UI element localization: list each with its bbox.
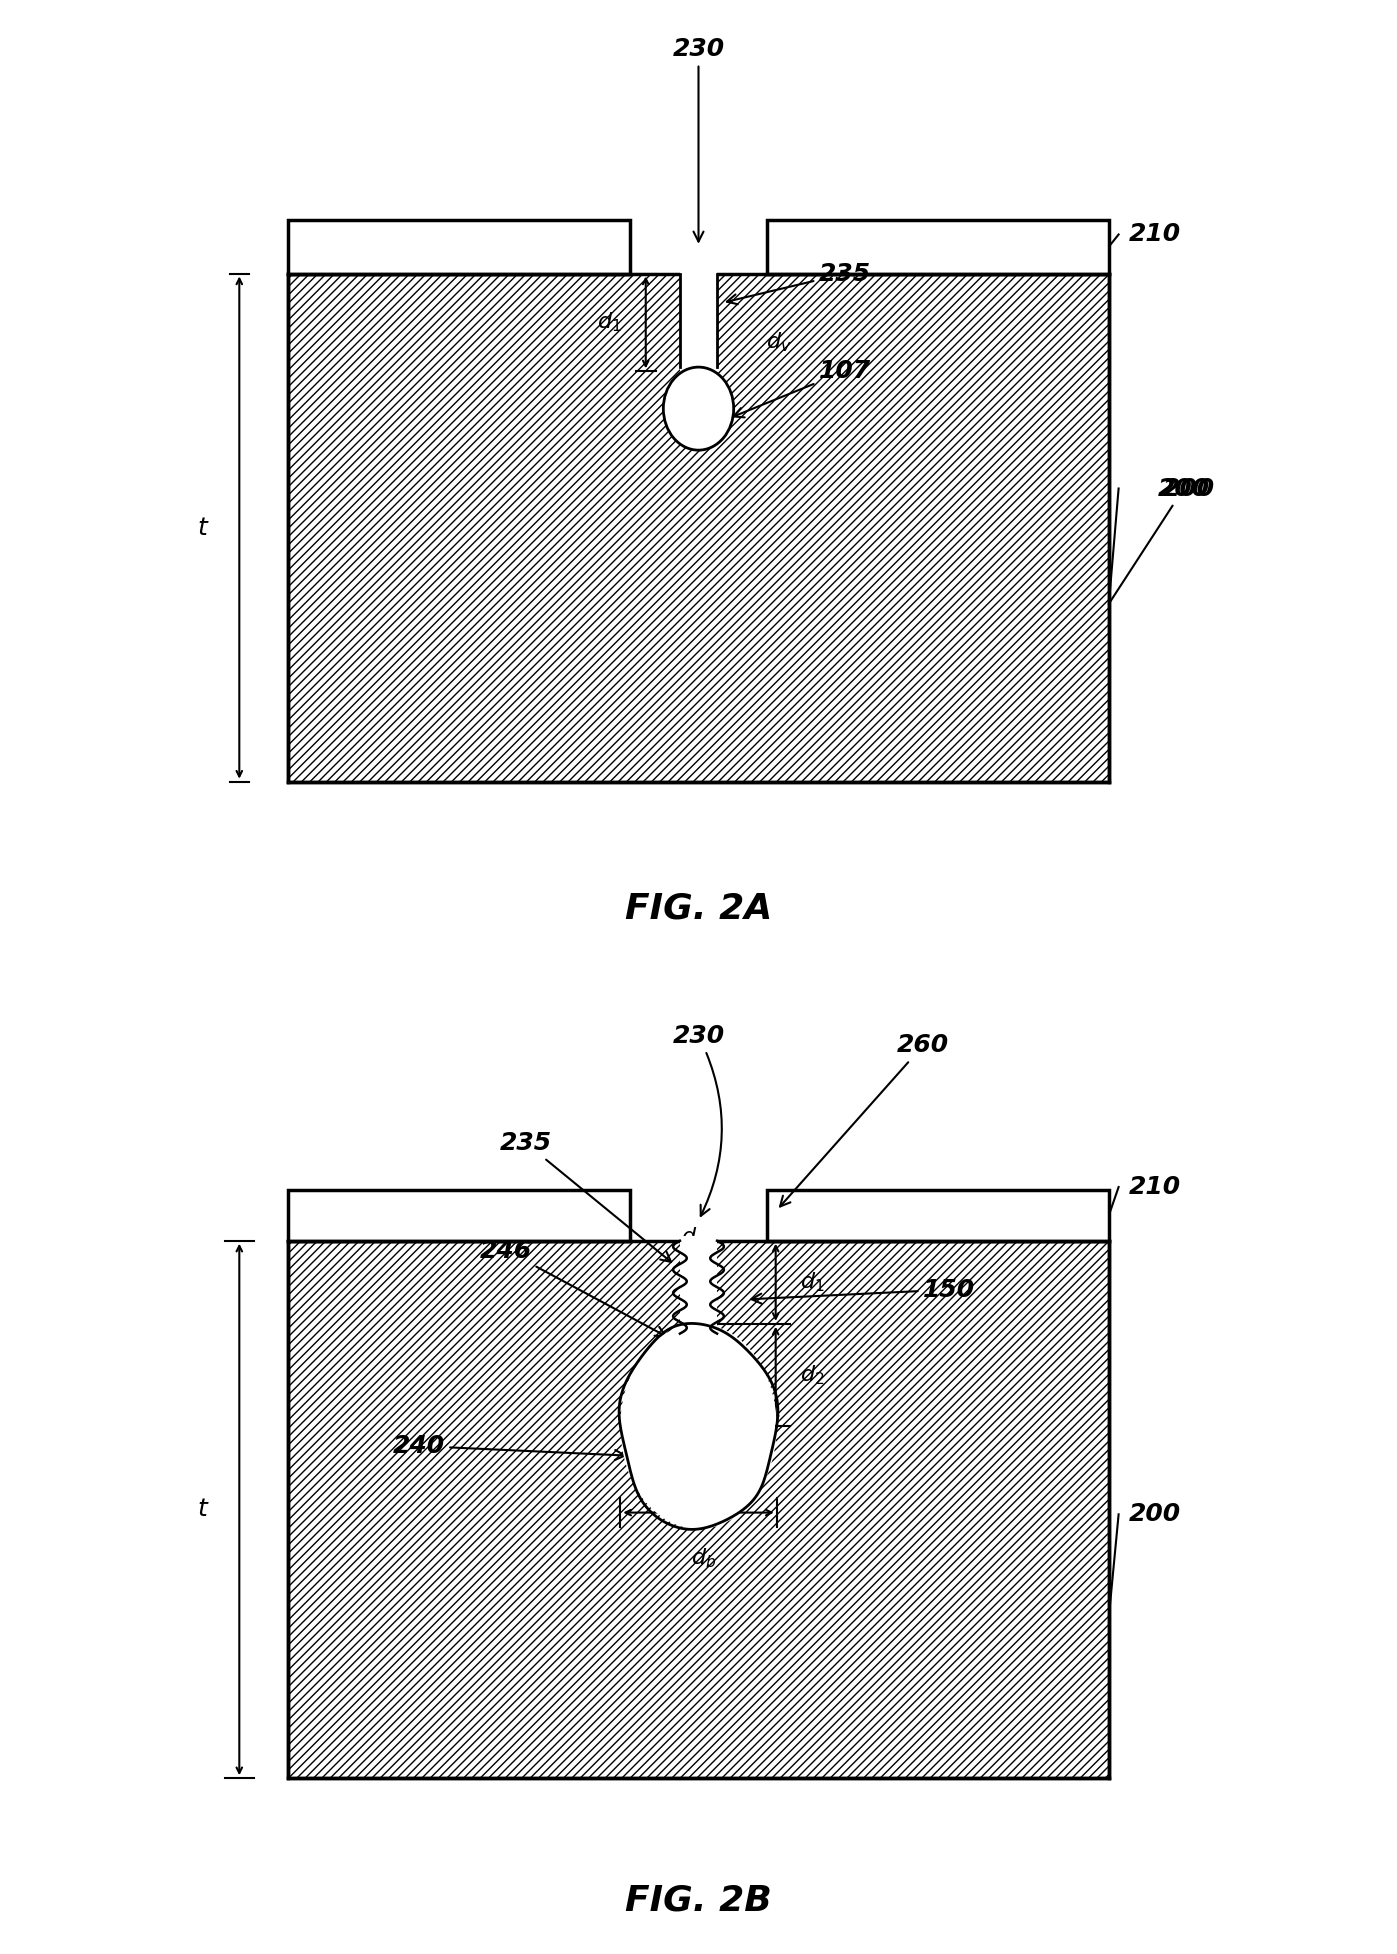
Bar xyxy=(680,268,717,371)
Bar xyxy=(288,1241,1109,1778)
Text: 107: 107 xyxy=(733,360,872,418)
Text: 150: 150 xyxy=(752,1278,975,1303)
Bar xyxy=(288,274,1109,782)
Text: 200: 200 xyxy=(1129,1503,1180,1526)
Text: 210: 210 xyxy=(1129,1174,1180,1200)
Text: 235: 235 xyxy=(500,1131,671,1262)
Text: 235: 235 xyxy=(726,262,872,305)
Text: FIG. 2B: FIG. 2B xyxy=(624,1884,773,1917)
Text: $d_v$: $d_v$ xyxy=(766,330,791,354)
Text: 210: 210 xyxy=(1129,223,1180,246)
Text: $d_2$: $d_2$ xyxy=(800,1364,824,1387)
Bar xyxy=(680,1235,717,1329)
Text: 260: 260 xyxy=(780,1034,950,1206)
Bar xyxy=(767,1190,1109,1241)
Ellipse shape xyxy=(620,1325,777,1528)
Text: 240: 240 xyxy=(393,1434,624,1460)
Bar xyxy=(767,221,1109,274)
Text: $d_1$: $d_1$ xyxy=(800,1270,824,1294)
Text: 246: 246 xyxy=(481,1239,665,1337)
Text: 200: 200 xyxy=(1111,477,1210,602)
Bar xyxy=(288,1190,630,1241)
Text: $t$: $t$ xyxy=(197,516,210,539)
Text: $d_v$: $d_v$ xyxy=(680,1225,707,1249)
Text: $d_1$: $d_1$ xyxy=(597,311,622,334)
Text: $d_b$: $d_b$ xyxy=(690,1548,717,1571)
Ellipse shape xyxy=(664,367,733,449)
Text: FIG. 2A: FIG. 2A xyxy=(624,891,773,926)
Bar xyxy=(288,221,630,274)
Text: 230: 230 xyxy=(672,1024,725,1215)
Text: 200: 200 xyxy=(1162,477,1215,500)
Text: 230: 230 xyxy=(672,37,725,242)
Text: $t$: $t$ xyxy=(197,1497,210,1522)
